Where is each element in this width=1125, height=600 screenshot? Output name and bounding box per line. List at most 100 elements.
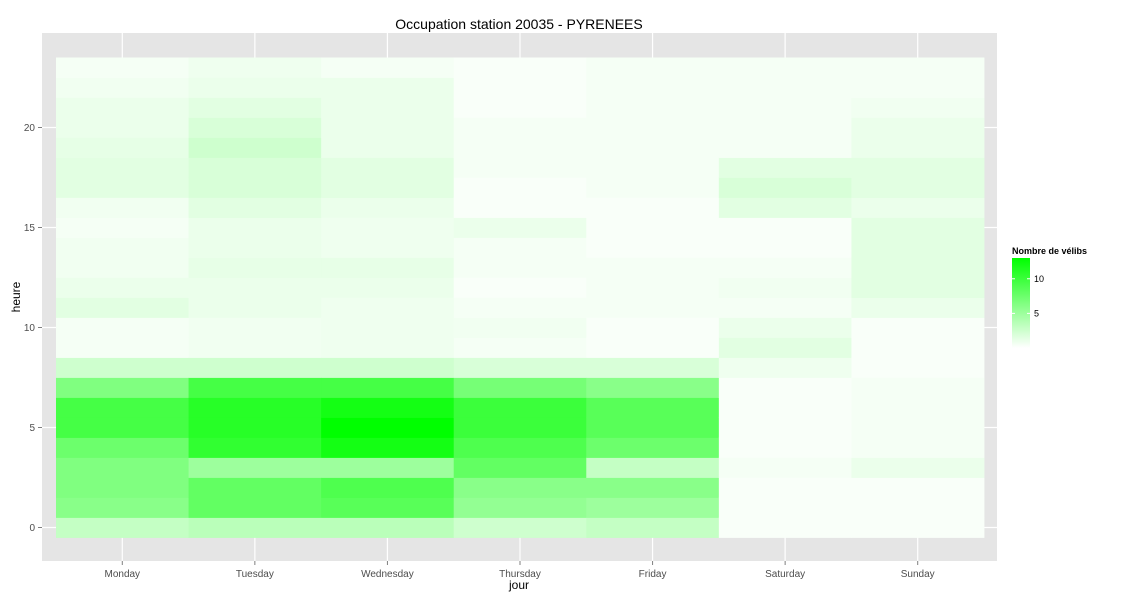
heatmap-tile bbox=[718, 297, 852, 318]
heatmap-tile bbox=[188, 257, 322, 278]
heatmap-tile bbox=[321, 517, 455, 538]
heatmap-tile bbox=[851, 237, 985, 258]
heatmap-tile bbox=[453, 437, 587, 458]
legend-colorbar bbox=[1012, 258, 1030, 348]
heatmap-tile bbox=[586, 257, 720, 278]
x-tick-label: Friday bbox=[639, 569, 667, 580]
heatmap-tile bbox=[718, 397, 852, 418]
heatmap-tile bbox=[321, 77, 455, 98]
heatmap-tile bbox=[718, 337, 852, 358]
heatmap-tile bbox=[188, 137, 322, 158]
heatmap-tile bbox=[851, 277, 985, 298]
heatmap-tile bbox=[56, 377, 189, 398]
heatmap-tile bbox=[851, 137, 985, 158]
heatmap-tile bbox=[718, 157, 852, 178]
heatmap-tile bbox=[453, 377, 587, 398]
heatmap-tile bbox=[56, 197, 189, 218]
heatmap-tile bbox=[586, 217, 720, 238]
heatmap-tile bbox=[188, 117, 322, 138]
heatmap-tile bbox=[453, 97, 587, 118]
heatmap-tile bbox=[586, 97, 720, 118]
heatmap-tile bbox=[321, 497, 455, 518]
heatmap-tile bbox=[453, 277, 587, 298]
x-axis: Monday Tuesday Wednesday Thursday Friday Satu… bbox=[104, 561, 935, 580]
heatmap-tile bbox=[586, 517, 720, 538]
heatmap-tile bbox=[188, 217, 322, 238]
heatmap-tile bbox=[718, 237, 852, 258]
heatmap-tile bbox=[851, 517, 985, 538]
heatmap-tile bbox=[851, 377, 985, 398]
heatmap-tile bbox=[56, 237, 189, 258]
heatmap-tile bbox=[321, 357, 455, 378]
heatmap-tile bbox=[586, 77, 720, 98]
heatmap-tile bbox=[453, 217, 587, 238]
y-tick-label: 15 bbox=[24, 223, 36, 234]
heatmap-tile bbox=[188, 97, 322, 118]
heatmap-tile bbox=[188, 157, 322, 178]
heatmap-tile bbox=[586, 277, 720, 298]
heatmap-tile bbox=[586, 337, 720, 358]
heatmap-tile bbox=[56, 517, 189, 538]
heatmap-tile bbox=[188, 417, 322, 438]
heatmap-tile bbox=[851, 357, 985, 378]
heatmap-tile bbox=[851, 57, 985, 78]
heatmap-tile bbox=[56, 417, 189, 438]
heatmap-tile bbox=[718, 377, 852, 398]
heatmap-tile bbox=[851, 177, 985, 198]
heatmap-tile bbox=[851, 437, 985, 458]
heatmap-tile bbox=[321, 457, 455, 478]
heatmap-tile bbox=[188, 317, 322, 338]
heatmap-tile bbox=[586, 437, 720, 458]
heatmap-tile bbox=[718, 277, 852, 298]
heatmap-tile bbox=[851, 97, 985, 118]
heatmap-tile bbox=[851, 397, 985, 418]
heatmap-tile bbox=[188, 377, 322, 398]
heatmap-tile bbox=[188, 237, 322, 258]
heatmap-tile bbox=[718, 497, 852, 518]
heatmap-tile bbox=[188, 277, 322, 298]
heatmap-tile bbox=[851, 457, 985, 478]
x-tick-label: Tuesday bbox=[236, 569, 274, 580]
heatmap-tile bbox=[586, 477, 720, 498]
heatmap-tile bbox=[586, 417, 720, 438]
x-tick-label: Monday bbox=[104, 569, 140, 580]
heatmap-tile bbox=[56, 297, 189, 318]
heatmap-tile bbox=[586, 397, 720, 418]
heatmap-tile bbox=[56, 177, 189, 198]
y-axis: 0 5 10 15 20 bbox=[24, 123, 42, 534]
heatmap-tile bbox=[321, 397, 455, 418]
heatmap-tile bbox=[56, 97, 189, 118]
heatmap-tile bbox=[321, 57, 455, 78]
y-tick-label: 0 bbox=[29, 523, 35, 534]
heatmap-tile bbox=[188, 497, 322, 518]
heatmap-tile bbox=[453, 237, 587, 258]
heatmap-tile bbox=[453, 477, 587, 498]
heatmap-tile bbox=[586, 377, 720, 398]
heatmap-tile bbox=[453, 357, 587, 378]
heatmap-tile bbox=[321, 157, 455, 178]
heatmap-tile bbox=[586, 457, 720, 478]
heatmap-tile bbox=[453, 397, 587, 418]
heatmap-tile bbox=[718, 457, 852, 478]
heatmap-tile bbox=[851, 497, 985, 518]
heatmap-tile bbox=[453, 257, 587, 278]
heatmap-tile bbox=[586, 177, 720, 198]
legend-title: Nombre de vélibs bbox=[1012, 246, 1087, 256]
heatmap-tile bbox=[56, 137, 189, 158]
heatmap-tile bbox=[188, 357, 322, 378]
x-tick-label: Thursday bbox=[499, 569, 541, 580]
heatmap-tile bbox=[321, 377, 455, 398]
heatmap-tile bbox=[586, 497, 720, 518]
heatmap-tile bbox=[586, 357, 720, 378]
heatmap-tile bbox=[586, 317, 720, 338]
x-tick-label: Wednesday bbox=[361, 569, 414, 580]
heatmap-tile bbox=[851, 257, 985, 278]
heatmap-tile bbox=[851, 77, 985, 98]
legend-tick-label: 5 bbox=[1034, 308, 1039, 318]
heatmap-tile bbox=[718, 317, 852, 338]
heatmap-tile bbox=[453, 417, 587, 438]
heatmap-tile bbox=[321, 97, 455, 118]
heatmap-tile bbox=[188, 77, 322, 98]
heatmap-tile bbox=[453, 137, 587, 158]
heatmap-tile bbox=[718, 97, 852, 118]
